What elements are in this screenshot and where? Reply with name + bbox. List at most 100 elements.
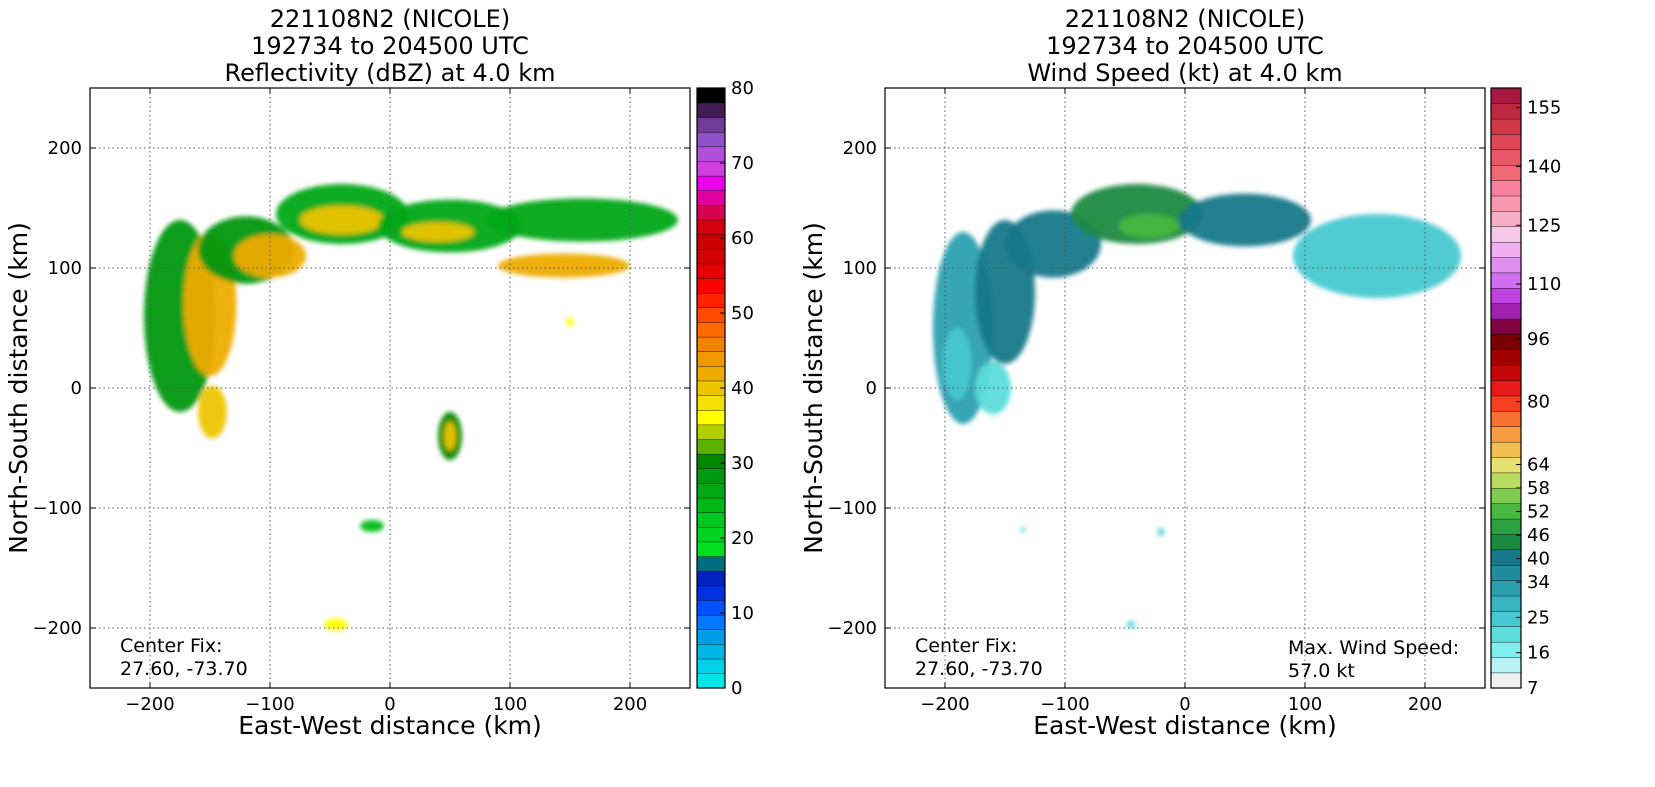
- colorbar-segment-24: [1490, 303, 1522, 320]
- x-tick-label: −200: [920, 694, 969, 715]
- echo-region-6: [1119, 214, 1179, 238]
- x-tick-label: −100: [1040, 694, 1089, 715]
- colorbar: 0 10 20 30 40 50 60 70 80: [696, 78, 754, 699]
- colorbar-segment-32: [1490, 180, 1522, 197]
- x-tick-label: 100: [1288, 694, 1322, 715]
- colorbar-tick-label: 0: [731, 678, 742, 699]
- colorbar-segment-3: [696, 629, 726, 645]
- center-fix-annotation: 27.60, -73.70: [120, 658, 248, 680]
- colorbar-tick-label: 25: [1527, 607, 1550, 628]
- echo-region-5: [300, 205, 384, 235]
- grid: [885, 88, 1485, 688]
- colorbar-segment-12: [696, 497, 726, 513]
- colorbar-segment-13: [1490, 472, 1522, 489]
- colorbar-segment-12: [1490, 487, 1522, 504]
- echo-region-4: [1005, 210, 1101, 278]
- colorbar-tick-label: 80: [731, 78, 754, 99]
- echo-region-13: [360, 520, 384, 532]
- x-axis-label: East-West distance (km): [238, 711, 542, 740]
- colorbar-segment-21: [1490, 349, 1522, 366]
- colorbar-tick-label: 16: [1527, 643, 1550, 664]
- x-tick-label: 100: [493, 694, 527, 715]
- chart-title-line-0: 221108N2 (NICOLE): [270, 5, 510, 33]
- echo-region-7: [1179, 193, 1311, 247]
- colorbar-segment-26: [1490, 272, 1522, 289]
- colorbar-segment-38: [696, 117, 726, 133]
- center-fix-annotation: 27.60, -73.70: [915, 658, 1043, 680]
- y-tick-label: 200: [48, 138, 82, 159]
- colorbar-tick-label: 80: [1527, 392, 1550, 413]
- colorbar-tick-label: 60: [731, 228, 754, 249]
- colorbar-segment-1: [696, 658, 726, 674]
- center-fix-annotation: Center Fix:: [120, 635, 222, 657]
- colorbar-segment-29: [1490, 226, 1522, 243]
- colorbar-segment-19: [1490, 380, 1522, 397]
- colorbar-segment-0: [1490, 672, 1522, 689]
- colorbar-segment-6: [696, 585, 726, 601]
- chart-title-line-1: 192734 to 204500 UTC: [251, 32, 529, 60]
- data-field: [144, 184, 678, 631]
- x-tick-label: 200: [613, 694, 647, 715]
- colorbar-segment-25: [1490, 287, 1522, 304]
- colorbar-segment-7: [696, 570, 726, 587]
- echo-region-8: [1293, 214, 1461, 298]
- colorbar-segment-18: [696, 409, 726, 426]
- grid: [90, 88, 690, 688]
- colorbar-segment-3: [1490, 626, 1522, 643]
- colorbar-frame: [1490, 87, 1522, 689]
- colorbar-segment-17: [696, 424, 726, 440]
- colorbar-segment-8: [1490, 549, 1522, 566]
- y-tick-label: 200: [843, 138, 877, 159]
- echo-region-11: [1126, 620, 1136, 629]
- colorbar-segment-18: [1490, 395, 1522, 412]
- colorbar-segment-24: [696, 321, 726, 338]
- echo-region-12: [198, 385, 227, 439]
- colorbar-tick-label: 96: [1527, 329, 1550, 350]
- colorbar-segment-23: [1490, 318, 1522, 335]
- echo-region-9: [498, 253, 630, 278]
- colorbar-segment-21: [696, 365, 726, 382]
- colorbar-segment-14: [696, 468, 726, 484]
- colorbar-segment-0: [696, 673, 726, 689]
- colorbar-tick-label: 34: [1527, 572, 1550, 593]
- colorbar-segment-9: [696, 541, 726, 557]
- echo-region-11: [444, 421, 456, 451]
- max-wind-annotation: Max. Wind Speed:: [1288, 637, 1459, 659]
- colorbar-tick-label: 30: [731, 453, 754, 474]
- colorbar-segment-22: [1490, 333, 1522, 351]
- colorbar-segment-15: [1490, 441, 1522, 458]
- colorbar-segment-7: [1490, 564, 1522, 581]
- colorbar-segment-31: [696, 219, 726, 235]
- y-tick-label: −200: [33, 618, 82, 639]
- colorbar-segment-2: [696, 643, 726, 660]
- y-tick-label: 0: [866, 378, 877, 399]
- colorbar-segment-14: [1490, 457, 1522, 474]
- y-axis-label: North-South distance (km): [799, 222, 828, 554]
- colorbar-segment-33: [696, 190, 726, 206]
- data-field: [933, 184, 1461, 629]
- colorbar-segment-29: [696, 248, 726, 265]
- colorbar-segment-33: [1490, 164, 1522, 181]
- echo-region-7: [402, 222, 474, 242]
- colorbar-segment-28: [1490, 241, 1522, 258]
- x-tick-label: 0: [384, 694, 395, 715]
- colorbar-segment-36: [696, 146, 726, 162]
- colorbar-tick-label: 10: [731, 603, 754, 624]
- colorbar-tick-label: 155: [1527, 98, 1561, 119]
- colorbar-tick-label: 64: [1527, 454, 1550, 475]
- colorbar-segment-34: [1490, 149, 1522, 166]
- x-tick-label: 200: [1408, 694, 1442, 715]
- colorbar-segment-32: [696, 204, 726, 221]
- chart-title-line-0: 221108N2 (NICOLE): [1065, 5, 1305, 33]
- wind-speed-chart: −200 −100 0 100 200 −200 −100 0 100 200 221108N2 (…: [799, 5, 1561, 740]
- echo-region-1: [942, 328, 972, 400]
- x-tick-label: −200: [125, 694, 174, 715]
- colorbar-segment-26: [696, 292, 726, 309]
- chart-title-line-1: 192734 to 204500 UTC: [1046, 32, 1324, 60]
- colorbar-segment-13: [696, 482, 726, 499]
- colorbar-segment-39: [696, 102, 726, 118]
- colorbar-segment-25: [696, 307, 726, 323]
- colorbar-segment-4: [696, 614, 726, 630]
